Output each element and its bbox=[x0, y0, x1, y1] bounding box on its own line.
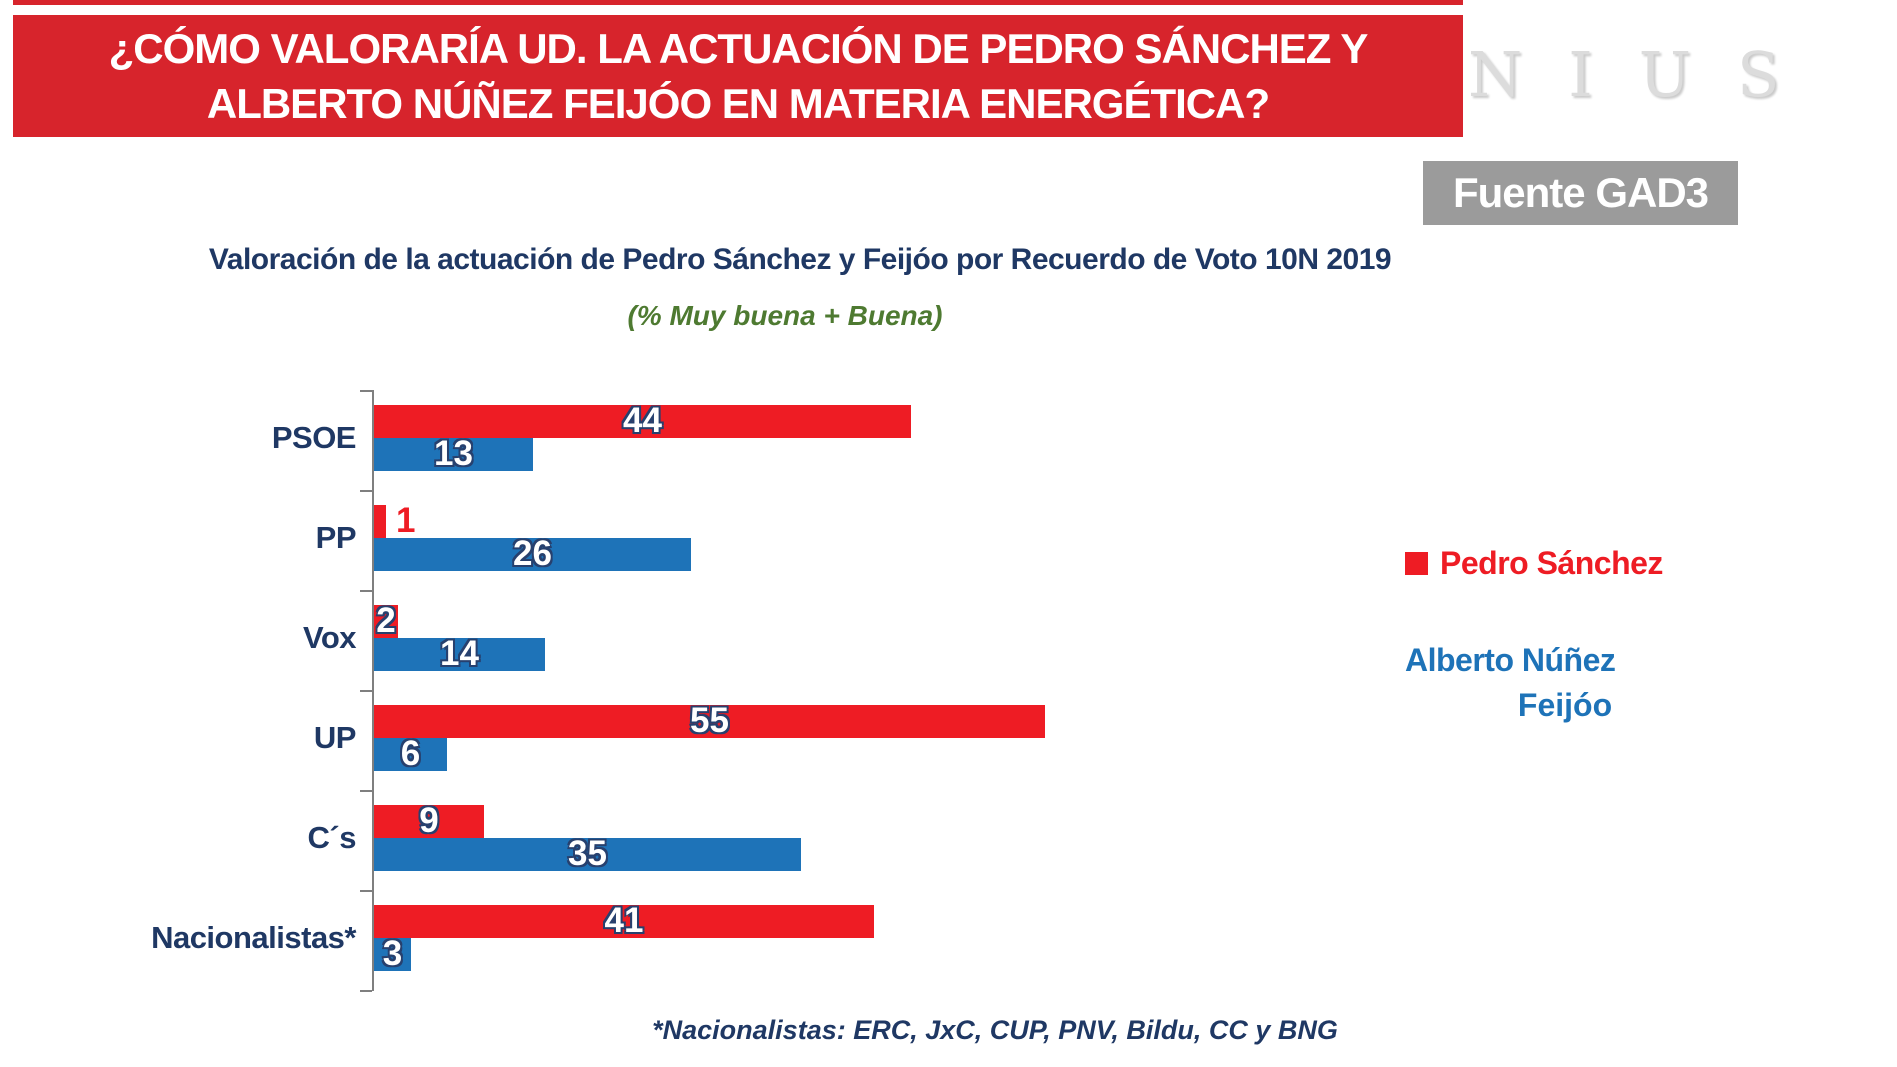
category-label-5: C´s bbox=[307, 820, 357, 855]
bar-red-4 bbox=[374, 705, 1045, 738]
bar-value-label: 35 bbox=[568, 834, 607, 873]
category-label-1: PSOE bbox=[271, 420, 357, 455]
legend-entry-alberto-nunez-feijoo: Alberto Núñez Feijóo bbox=[1405, 642, 1765, 724]
chart-footnote: *Nacionalistas: ERC, JxC, CUP, PNV, Bild… bbox=[652, 1015, 1338, 1045]
bar-blue-5 bbox=[374, 838, 801, 871]
legend-label-feijoo: Feijóo bbox=[1517, 687, 1613, 723]
bar-value-label: 14 bbox=[440, 634, 479, 673]
bar-value-label: 41 bbox=[604, 901, 644, 940]
axis-tick bbox=[360, 690, 372, 692]
axis-tick bbox=[360, 490, 372, 492]
bar-blue-3 bbox=[374, 638, 545, 671]
bar-blue-6 bbox=[374, 938, 411, 971]
bar-red-5 bbox=[374, 805, 484, 838]
bar-blue-2 bbox=[374, 538, 691, 571]
nius-logo: NIUS bbox=[1468, 38, 1826, 111]
axis-tick bbox=[360, 590, 372, 592]
question-banner: ¿CÓMO VALORARÍA UD. LA ACTUACIÓN DE PEDR… bbox=[13, 15, 1463, 137]
source-badge-label: Fuente GAD3 bbox=[1452, 169, 1709, 216]
bar-red-1 bbox=[374, 405, 911, 438]
legend-entry-pedro-sanchez: Pedro Sánchez bbox=[1405, 545, 1765, 582]
question-line-1: ¿CÓMO VALORARÍA UD. LA ACTUACIÓN DE PEDR… bbox=[108, 25, 1369, 72]
bar-red-3 bbox=[374, 605, 398, 638]
bar-value-label: 9 bbox=[419, 801, 439, 840]
question-line-2: ALBERTO NÚÑEZ FEIJÓO EN MATERIA ENERGÉTI… bbox=[206, 80, 1270, 127]
legend-swatch-red bbox=[1405, 552, 1428, 575]
legend: Pedro Sánchez Alberto Núñez Feijóo bbox=[1405, 545, 1765, 724]
banner-top-strip bbox=[13, 0, 1463, 5]
bar-value-label: 55 bbox=[690, 701, 729, 740]
category-label-3: Vox bbox=[302, 620, 357, 655]
bar-red-2 bbox=[374, 505, 386, 538]
chart-title: Valoración de la actuación de Pedro Sánc… bbox=[208, 243, 1392, 276]
legend-label-alberto-nunez: Alberto Núñez bbox=[1405, 642, 1616, 678]
bar-value-label: 44 bbox=[623, 401, 662, 440]
chart-subtitle: (% Muy buena + Buena) bbox=[627, 300, 943, 331]
bar-blue-1 bbox=[374, 438, 533, 471]
legend-label-pedro-sanchez: Pedro Sánchez bbox=[1440, 545, 1663, 581]
bar-value-label: 13 bbox=[434, 434, 473, 473]
category-label-4: UP bbox=[313, 720, 357, 755]
bar-blue-4 bbox=[374, 738, 447, 771]
bar-value-label: 3 bbox=[382, 934, 403, 973]
source-badge: Fuente GAD3 bbox=[1423, 161, 1738, 225]
axis-tick bbox=[360, 890, 372, 892]
bar-value-label: 6 bbox=[400, 734, 421, 773]
bar-value-label: 1 bbox=[396, 501, 416, 540]
bar-red-6 bbox=[374, 905, 874, 938]
axis-tick bbox=[360, 390, 372, 392]
bar-value-label: 2 bbox=[376, 601, 396, 640]
category-label-2: PP bbox=[315, 520, 357, 555]
bar-value-label: 26 bbox=[513, 534, 552, 573]
axis-tick bbox=[360, 990, 372, 992]
y-axis-line bbox=[372, 390, 374, 991]
axis-tick bbox=[360, 790, 372, 792]
category-label-6: Nacionalistas* bbox=[151, 920, 356, 955]
